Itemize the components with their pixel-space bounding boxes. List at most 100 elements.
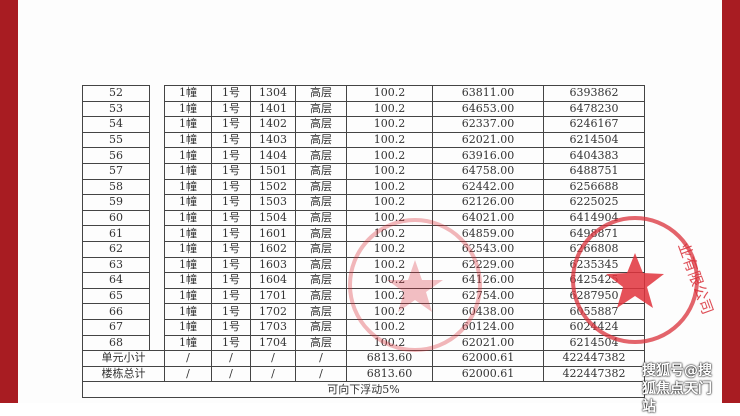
table-cell: 1号 — [211, 272, 251, 289]
table-cell: 422447382 — [543, 365, 645, 383]
table-cell: / — [250, 365, 296, 383]
table-cell: 6235345 — [543, 256, 645, 274]
table-cell: 高层 — [295, 131, 347, 149]
table-cell: 1504 — [250, 209, 296, 227]
table-cell: 100.2 — [346, 147, 433, 164]
table-cell: 64126.00 — [432, 272, 544, 289]
total-row: 楼栋总计 / / //6813.60 62000.61 422447382 — [82, 365, 645, 383]
table-cell: 100.2 — [346, 272, 433, 289]
table-cell: 100.2 — [346, 303, 433, 320]
table-cell: 1幢 — [164, 225, 212, 242]
table-cell: 1号 — [211, 116, 251, 133]
table-cell: 54 — [82, 116, 150, 133]
table-cell: 单元小计 — [82, 350, 165, 367]
table-cell: 6214504 — [543, 131, 645, 149]
table-cell: 高层 — [295, 272, 347, 289]
blank-cell — [149, 194, 165, 211]
table-cell: 6425425 — [543, 272, 645, 289]
table-cell: 1幢 — [164, 147, 212, 164]
table-cell: / — [211, 365, 251, 383]
table-cell: 6055887 — [543, 303, 645, 320]
table-cell: 1704 — [250, 334, 296, 352]
table-cell: 1幢 — [164, 318, 212, 336]
table-cell: 6414904 — [543, 209, 645, 227]
left-frame — [0, 0, 18, 403]
table-cell: 61 — [82, 225, 150, 242]
table-cell: / — [295, 365, 347, 383]
blank-cell — [149, 272, 165, 289]
table-cell: 62229.00 — [432, 256, 544, 274]
table-cell: 1403 — [250, 131, 296, 149]
table-cell: 1号 — [211, 225, 251, 242]
note-text: 可向下浮动5% — [82, 381, 645, 398]
table-cell: 60 — [82, 209, 150, 227]
table-cell: 100.2 — [346, 85, 433, 102]
table-cell: 100.2 — [346, 240, 433, 258]
table-cell: 1703 — [250, 318, 296, 336]
table-cell: 高层 — [295, 194, 347, 211]
table-cell: 1号 — [211, 147, 251, 164]
table-cell: 62543.00 — [432, 240, 544, 258]
table-cell: 6225025 — [543, 194, 645, 211]
blank-cell — [149, 335, 165, 351]
table-cell: 1号 — [211, 318, 251, 336]
table-cell: 62 — [82, 240, 150, 258]
table-row: 66 1幢 1号 1702 高层 100.2 60438.00 6055887 — [82, 303, 645, 320]
table-cell: / — [164, 365, 212, 383]
table-cell: 62754.00 — [432, 287, 544, 305]
table-cell: 1404 — [250, 147, 296, 164]
table-cell: 高层 — [295, 162, 347, 180]
table-cell: 1号 — [211, 194, 251, 211]
table-cell: 高层 — [295, 147, 347, 164]
table-row: 58 1幢 1号 1502 高层 100.2 62442.00 6256688 — [82, 178, 645, 196]
table-cell: 60124.00 — [432, 318, 544, 336]
table-cell: 高层 — [295, 116, 347, 133]
table-cell: 62000.61 — [432, 350, 544, 367]
table-cell: 6478230 — [543, 100, 645, 118]
table-cell: 1号 — [211, 85, 251, 102]
table-cell: 1号 — [211, 287, 251, 305]
table-cell: 57 — [82, 162, 150, 180]
blank-cell — [149, 116, 165, 133]
table-cell: 1号 — [211, 240, 251, 258]
table-cell: 1幢 — [164, 272, 212, 289]
table-cell: 6266808 — [543, 240, 645, 258]
table-cell: 1幢 — [164, 131, 212, 149]
table-cell: 高层 — [295, 256, 347, 274]
table-cell: 6813.60 — [346, 365, 433, 383]
table-cell: 1号 — [211, 209, 251, 227]
table-cell: 高层 — [295, 85, 347, 102]
table-cell: 100.2 — [346, 116, 433, 133]
table-cell: 1号 — [211, 256, 251, 274]
table-cell: 100.2 — [346, 209, 433, 227]
table-row: 61 1幢 1号 1601 高层 100.2 64859.00 6498871 — [82, 225, 645, 242]
table-cell: 1幢 — [164, 162, 212, 180]
table-cell: 62021.00 — [432, 131, 544, 149]
table-row: 63 1幢 1号 1603 高层 100.2 62229.00 6235345 — [82, 256, 645, 274]
blank-cell — [149, 288, 165, 304]
table-cell: 1幢 — [164, 100, 212, 118]
table-cell: 高层 — [295, 225, 347, 242]
table-cell: 1702 — [250, 303, 296, 320]
table-cell: 62021.00 — [432, 334, 544, 352]
table-cell: 63916.00 — [432, 147, 544, 164]
table-cell: 422447382 — [543, 350, 645, 367]
table-cell: 100.2 — [346, 287, 433, 305]
table-cell: 68 — [82, 334, 150, 352]
table-cell: / — [164, 350, 212, 367]
table-cell: 1幢 — [164, 287, 212, 305]
table-cell: 100.2 — [346, 162, 433, 180]
table-cell: 63 — [82, 256, 150, 274]
table-cell: 1幢 — [164, 240, 212, 258]
blank-cell — [149, 225, 165, 242]
right-frame — [722, 0, 740, 403]
table-cell: 59 — [82, 194, 150, 211]
table-cell: 1304 — [250, 85, 296, 102]
blank-cell — [149, 179, 165, 195]
blank-cell — [149, 257, 165, 273]
table-cell: 65 — [82, 287, 150, 305]
table-cell: 1604 — [250, 272, 296, 289]
table-cell: 100.2 — [346, 131, 433, 149]
table-cell: 1号 — [211, 178, 251, 196]
table-cell: 64653.00 — [432, 100, 544, 118]
